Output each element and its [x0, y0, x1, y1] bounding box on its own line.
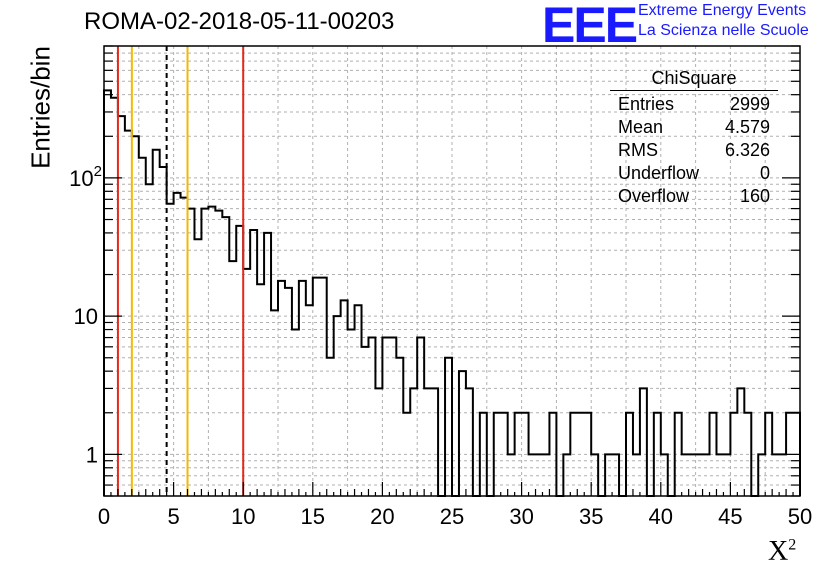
x-tick-label: 10 [231, 504, 255, 529]
x-tick-label: 30 [509, 504, 533, 529]
x-tick-label: 50 [788, 504, 812, 529]
logo-subtitle-2: La Scienza nelle Scuole [638, 22, 809, 39]
reference-lines [116, 46, 245, 496]
histogram [103, 89, 801, 497]
x-tick-label: 20 [370, 504, 394, 529]
eee-logo: EEE [542, 0, 638, 53]
stats-row: Underflow 0 [618, 163, 770, 183]
x-axis-label: Χ2 [768, 536, 797, 567]
stats-row: RMS 6.326 [618, 140, 770, 160]
y-tick-label: 10 [74, 304, 98, 329]
x-tick-label: 15 [301, 504, 325, 529]
x-tick-label: 45 [718, 504, 742, 529]
stats-row: Entries 2999 [618, 94, 770, 114]
stats-box: ChiSquare Entries 2999 Mean 4.579 RMS 6.326… [610, 68, 778, 208]
chart-title: ROMA-02-2018-05-11-00203 [84, 8, 395, 35]
y-tick-label: 102 [69, 163, 102, 191]
x-tick-label: 0 [98, 504, 110, 529]
x-tick-label: 40 [649, 504, 673, 529]
x-tick-label: 25 [440, 504, 464, 529]
y-tick-label: 1 [86, 442, 98, 467]
logo-subtitle-1: Extreme Energy Events [638, 2, 807, 19]
x-tick-label: 5 [167, 504, 179, 529]
axes: 0 5 10 15 20 25 30 35 40 45 50 1 10 102 [69, 45, 812, 529]
y-axis-label: Entries/bin [25, 46, 56, 169]
stats-title: ChiSquare [610, 68, 778, 91]
stats-row: Mean 4.579 [618, 117, 770, 137]
histogram-bins [103, 89, 801, 497]
stats-row: Overflow 160 [618, 186, 770, 206]
x-tick-label: 35 [579, 504, 603, 529]
